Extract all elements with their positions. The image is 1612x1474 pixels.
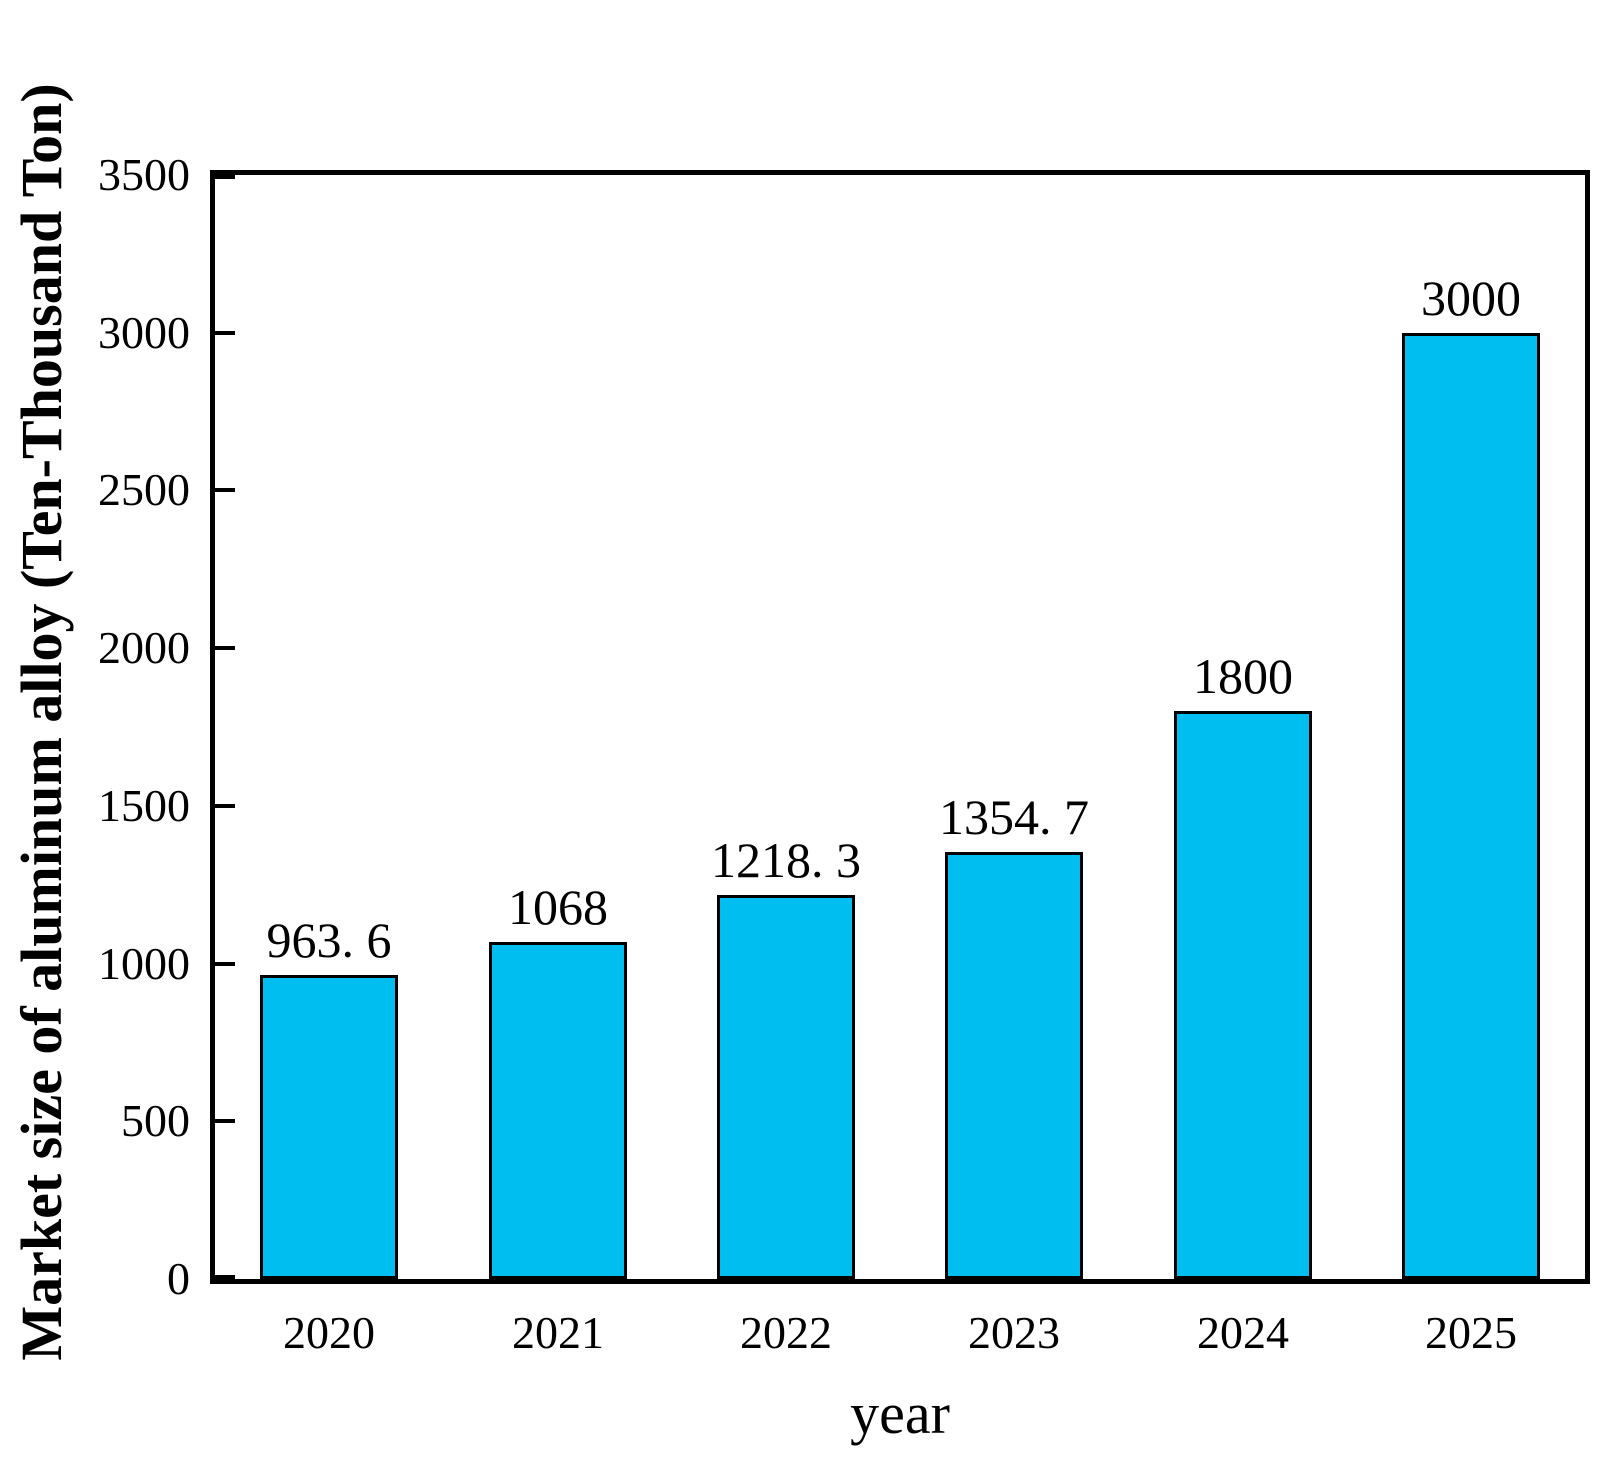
x-axis-tick-label-2025: 2025 xyxy=(1425,1307,1517,1358)
x-axis-title: year xyxy=(850,1381,950,1446)
y-axis-tick-mark xyxy=(215,962,235,966)
bar-2021 xyxy=(489,942,627,1279)
bar-2024 xyxy=(1174,711,1312,1279)
bar-value-label: 1800 xyxy=(1193,648,1293,704)
bar-value-label: 1354. 7 xyxy=(939,789,1089,845)
y-axis-tick-mark xyxy=(215,175,235,179)
x-axis-tick-label-2023: 2023 xyxy=(968,1307,1060,1358)
x-axis-tick-label-2022: 2022 xyxy=(740,1307,832,1358)
plot-area: 963. 6 1068 1218. 3 1354. 7 1800 3000 xyxy=(210,170,1590,1284)
bar-value-label: 1068 xyxy=(508,879,608,935)
bar-value-label: 1218. 3 xyxy=(711,832,861,888)
y-axis-tick-label: 3500 xyxy=(98,149,190,200)
y-axis-tick-label: 2000 xyxy=(98,622,190,673)
bar-2022 xyxy=(717,895,855,1279)
bar-value-label: 963. 6 xyxy=(266,912,392,968)
x-axis-tick-label-2020: 2020 xyxy=(283,1307,375,1358)
y-axis-tick-label: 500 xyxy=(121,1095,190,1146)
x-axis-tick-label-2024: 2024 xyxy=(1197,1307,1289,1358)
x-axis-tick-label-2021: 2021 xyxy=(512,1307,604,1358)
y-axis-tick-mark xyxy=(215,488,235,492)
y-axis-tick-label: 1000 xyxy=(98,938,190,989)
y-axis-tick-mark xyxy=(215,1119,235,1123)
bar-2023 xyxy=(945,852,1083,1279)
y-axis-tick-label: 2500 xyxy=(98,464,190,515)
bar-2025 xyxy=(1402,333,1540,1279)
y-axis-title: Market size of aluminum alloy (Ten-Thous… xyxy=(9,83,74,1361)
bar-value-label: 3000 xyxy=(1421,270,1521,326)
y-axis-tick-mark xyxy=(215,1275,235,1279)
bar-2020 xyxy=(260,975,398,1279)
y-axis-tick-label: 0 xyxy=(167,1253,190,1304)
plot-inner: 963. 6 1068 1218. 3 1354. 7 1800 3000 xyxy=(215,175,1585,1279)
y-axis-tick-mark xyxy=(215,804,235,808)
y-axis-tick-label: 3000 xyxy=(98,307,190,358)
y-axis-tick-mark xyxy=(215,331,235,335)
y-axis-tick-label: 1500 xyxy=(98,780,190,831)
y-axis-tick-mark xyxy=(215,646,235,650)
